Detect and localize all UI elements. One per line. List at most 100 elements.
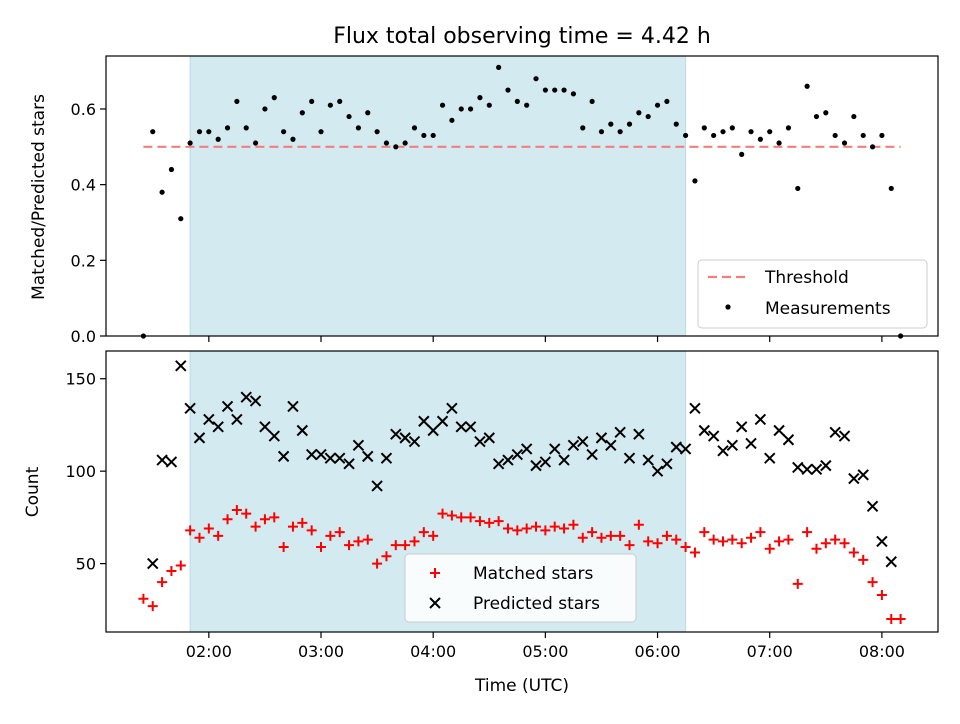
data-point bbox=[813, 113, 820, 120]
data-point bbox=[465, 512, 476, 523]
data-point bbox=[165, 456, 178, 468]
data-point bbox=[829, 426, 841, 439]
data-point bbox=[325, 530, 336, 541]
data-point bbox=[271, 95, 277, 101]
data-point bbox=[305, 448, 318, 461]
legend-box bbox=[697, 259, 928, 329]
data-point bbox=[739, 151, 745, 157]
data-point bbox=[402, 140, 408, 146]
data-point bbox=[344, 540, 355, 551]
data-point bbox=[327, 102, 333, 108]
data-point bbox=[390, 428, 402, 440]
data-point bbox=[699, 527, 710, 538]
data-point bbox=[720, 129, 726, 135]
data-point bbox=[287, 521, 298, 532]
data-point bbox=[589, 98, 595, 105]
data-point bbox=[858, 554, 869, 565]
chart-title: Flux total observing time = 4.42 h bbox=[333, 24, 711, 49]
legend-matched-label: Matched stars bbox=[473, 564, 593, 584]
data-point bbox=[259, 421, 271, 433]
data-point bbox=[427, 424, 439, 437]
data-point bbox=[381, 551, 392, 562]
data-point bbox=[867, 577, 878, 588]
data-point bbox=[231, 504, 242, 515]
x-tick-label: 06:00 bbox=[634, 642, 680, 661]
data-point bbox=[848, 472, 860, 485]
data-point bbox=[299, 110, 305, 116]
x-tick-label: 04:00 bbox=[410, 642, 456, 661]
data-point bbox=[830, 534, 841, 545]
legend-measurements-swatch bbox=[725, 304, 731, 310]
data-point bbox=[689, 547, 700, 558]
series-predicted-stars bbox=[147, 360, 897, 570]
y-tick-label: 0.6 bbox=[71, 100, 96, 119]
data-point bbox=[430, 132, 436, 139]
data-point bbox=[671, 534, 682, 545]
data-point bbox=[521, 523, 532, 534]
y-tick-label: 150 bbox=[65, 370, 96, 389]
data-point bbox=[250, 521, 261, 532]
data-point bbox=[598, 129, 605, 135]
data-point bbox=[736, 538, 747, 549]
data-point bbox=[175, 360, 187, 372]
data-point bbox=[645, 113, 651, 120]
data-point bbox=[540, 525, 551, 536]
data-point bbox=[234, 98, 240, 105]
data-point bbox=[820, 538, 831, 549]
data-point bbox=[605, 439, 617, 451]
data-point bbox=[196, 129, 203, 135]
data-point bbox=[212, 421, 224, 433]
data-point bbox=[810, 463, 823, 476]
data-point bbox=[570, 91, 577, 97]
data-point bbox=[755, 527, 766, 538]
data-point bbox=[531, 521, 542, 532]
data-point bbox=[318, 129, 324, 135]
data-point bbox=[168, 166, 175, 173]
panel-2: 50 100 150 02:00 03:00 04:00 05:00 06:00 07:00 08… bbox=[65, 350, 939, 661]
x-tick-label: 08:00 bbox=[859, 642, 905, 661]
data-point bbox=[774, 536, 785, 547]
data-point bbox=[782, 434, 795, 446]
data-point bbox=[754, 413, 767, 426]
data-point bbox=[352, 439, 365, 451]
data-point bbox=[651, 465, 664, 477]
data-point bbox=[680, 541, 691, 552]
data-point bbox=[371, 480, 383, 492]
data-point bbox=[623, 452, 636, 464]
legend-box bbox=[404, 553, 637, 623]
data-point bbox=[281, 129, 287, 135]
data-point bbox=[804, 83, 810, 89]
data-point bbox=[558, 454, 570, 466]
data-point bbox=[269, 512, 280, 523]
y-tick-label: 0.4 bbox=[71, 176, 96, 195]
data-point bbox=[296, 424, 309, 437]
data-point bbox=[334, 452, 346, 464]
data-point bbox=[692, 178, 698, 184]
data-point bbox=[362, 534, 373, 545]
data-point bbox=[409, 536, 420, 547]
data-point bbox=[449, 117, 455, 123]
data-point bbox=[474, 516, 485, 527]
data-point bbox=[820, 459, 832, 472]
data-point bbox=[249, 395, 262, 407]
legend: Threshold Measurements bbox=[697, 259, 928, 329]
data-point bbox=[193, 432, 206, 444]
data-point bbox=[393, 144, 399, 150]
data-point bbox=[561, 87, 567, 93]
data-point bbox=[194, 532, 205, 543]
data-point bbox=[568, 519, 579, 530]
data-point bbox=[436, 415, 449, 427]
data-point bbox=[701, 125, 707, 131]
data-point bbox=[418, 527, 429, 538]
data-point bbox=[486, 102, 492, 108]
data-point bbox=[707, 430, 720, 442]
legend-threshold-label: Threshold bbox=[764, 268, 849, 288]
data-point bbox=[496, 64, 502, 70]
data-point bbox=[726, 439, 739, 451]
data-point bbox=[698, 424, 710, 437]
data-point bbox=[484, 517, 495, 528]
data-point bbox=[343, 458, 355, 470]
data-point bbox=[866, 500, 879, 512]
data-point bbox=[206, 129, 212, 135]
